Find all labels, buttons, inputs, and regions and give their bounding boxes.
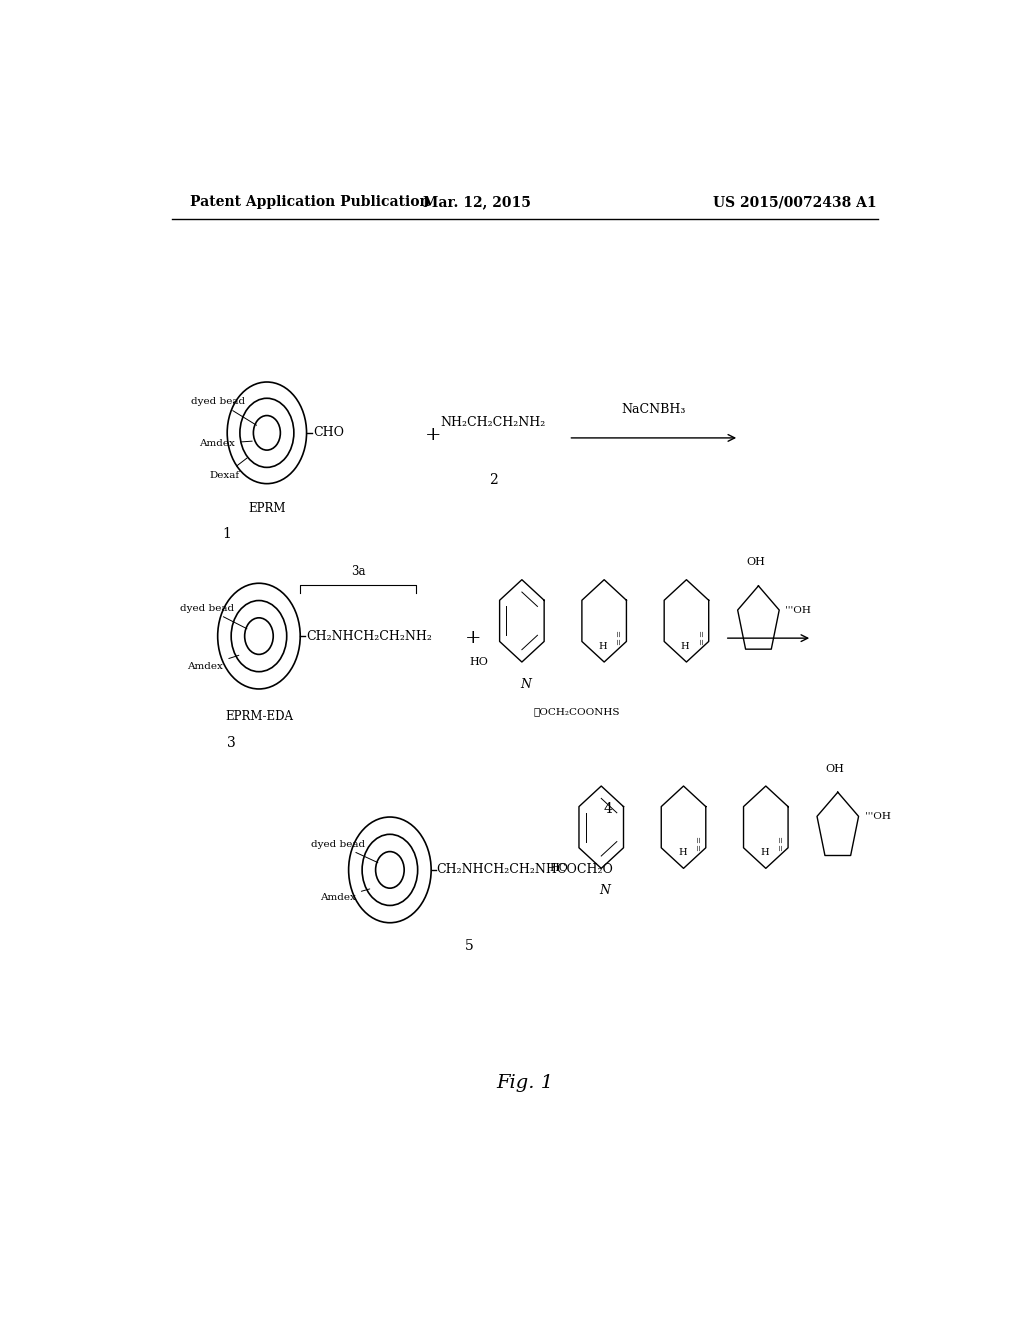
Text: Fig. 1: Fig. 1 (497, 1074, 553, 1093)
Text: H: H (599, 642, 607, 651)
Text: EPRM-EDA: EPRM-EDA (225, 710, 293, 723)
Text: =: = (777, 836, 785, 843)
Text: Mar. 12, 2015: Mar. 12, 2015 (423, 195, 531, 209)
Text: NaCNBH₃: NaCNBH₃ (622, 403, 686, 416)
Text: =: = (698, 630, 706, 636)
Text: 5: 5 (465, 939, 474, 953)
Text: N: N (600, 884, 610, 898)
Text: =: = (695, 845, 702, 851)
Text: H: H (681, 642, 689, 651)
Text: 2: 2 (488, 473, 498, 487)
Text: HO: HO (470, 657, 488, 667)
Text: dyed bead: dyed bead (179, 603, 247, 628)
Text: H: H (760, 849, 769, 857)
Text: EPRM: EPRM (248, 502, 286, 515)
Text: 3a: 3a (351, 565, 366, 578)
Text: CHO: CHO (313, 426, 344, 440)
Text: HO: HO (549, 863, 568, 874)
Text: US 2015/0072438 A1: US 2015/0072438 A1 (713, 195, 877, 209)
Text: '''OH: '''OH (785, 606, 811, 615)
Text: +: + (425, 426, 441, 444)
Text: 3: 3 (226, 735, 236, 750)
Text: dyed bead: dyed bead (191, 397, 257, 425)
Text: =: = (698, 638, 706, 645)
Text: =: = (777, 845, 785, 851)
Text: dyed bead: dyed bead (310, 840, 378, 862)
Text: Amdex: Amdex (187, 655, 239, 671)
Text: CH₂NHCH₂CH₂NHCOCH₂O: CH₂NHCH₂CH₂NHCOCH₂O (436, 863, 613, 876)
Text: =: = (695, 836, 702, 843)
Text: ⱢOCH₂COONHS: ⱢOCH₂COONHS (534, 708, 620, 715)
Text: OH: OH (825, 764, 845, 774)
Text: Dexaf: Dexaf (210, 458, 247, 479)
Text: 4: 4 (604, 801, 612, 816)
Text: OH: OH (746, 557, 765, 568)
Text: 1: 1 (223, 528, 231, 541)
Text: H: H (678, 849, 686, 857)
Text: Patent Application Publication: Patent Application Publication (189, 195, 429, 209)
Text: N: N (520, 678, 531, 692)
Text: '''OH: '''OH (865, 812, 891, 821)
Text: Amdex: Amdex (321, 888, 370, 903)
Text: NH₂CH₂CH₂NH₂: NH₂CH₂CH₂NH₂ (440, 416, 546, 429)
Text: =: = (615, 630, 624, 636)
Text: =: = (615, 638, 624, 645)
Text: +: + (465, 630, 481, 647)
Text: CH₂NHCH₂CH₂NH₂: CH₂NHCH₂CH₂NH₂ (306, 630, 432, 643)
Text: Amdex: Amdex (200, 440, 252, 447)
